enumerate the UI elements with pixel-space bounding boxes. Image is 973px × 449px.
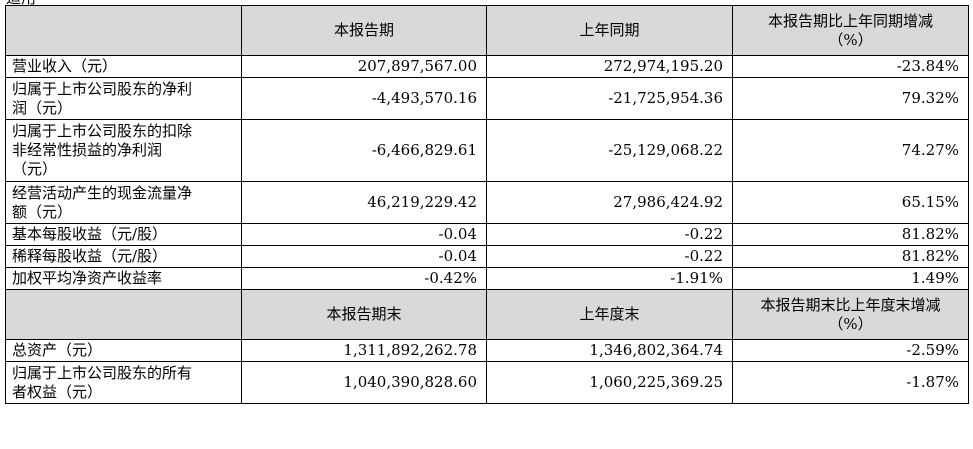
header-prior-year-end: 上年度末 [486, 289, 733, 340]
current-value-cell: -4,493,570.16 [241, 77, 487, 120]
current-value-cell: 46,219,229.42 [241, 181, 487, 224]
financial-data-table: 本报告期 上年同期 本报告期比上年同期增减 （%） 营业收入（元） 207,897… [5, 5, 969, 404]
row-label-line: （元） [12, 160, 58, 178]
row-label-line: 非经常性损益的净利润 [12, 141, 163, 159]
header-blank-cell [5, 289, 242, 340]
table-header-row: 本报告期 上年同期 本报告期比上年同期增减 （%） [5, 5, 969, 56]
prior-value-cell: -0.22 [486, 223, 733, 246]
change-value-cell: -2.59% [732, 339, 969, 362]
table-row: 加权平均净资产收益率 -0.42% -1.91% 1.49% [5, 267, 969, 290]
table-row: 总资产（元） 1,311,892,262.78 1,346,802,364.74 -2… [5, 339, 969, 362]
header-change: 本报告期比上年同期增减 （%） [732, 5, 969, 56]
table-row: 归属于上市公司股东的扣除 非经常性损益的净利润 （元） -6,466,829.61 -2… [5, 119, 969, 182]
header-change-line1: 本报告期比上年同期增减 [767, 11, 933, 30]
header-current-period: 本报告期 [241, 5, 487, 56]
current-value-cell: 1,040,390,828.60 [241, 361, 487, 404]
table-row: 经营活动产生的现金流量净 额（元） 46,219,229.42 27,986,424.… [5, 181, 969, 224]
row-label-line: 营业收入（元） [12, 57, 118, 75]
header-blank-cell [5, 5, 242, 56]
row-label: 加权平均净资产收益率 [5, 267, 242, 290]
row-label-line: 归属于上市公司股东的净利 [12, 79, 193, 98]
header-change: 本报告期末比上年度末增减 （%） [732, 289, 969, 340]
prior-value-cell: -21,725,954.36 [486, 77, 733, 120]
change-value-cell: 65.15% [732, 181, 969, 224]
current-value-cell: 1,311,892,262.78 [241, 339, 487, 362]
row-label-line: 总资产（元） [12, 341, 103, 359]
header-period-end: 本报告期末 [241, 289, 487, 340]
row-label: 归属于上市公司股东的扣除 非经常性损益的净利润 （元） [5, 119, 242, 182]
table-row: 稀释每股收益（元/股） -0.04 -0.22 81.82% [5, 245, 969, 268]
change-value-cell: 81.82% [732, 245, 969, 268]
change-value-cell: 1.49% [732, 267, 969, 290]
change-value-cell: -23.84% [732, 55, 969, 78]
header-change-line2: （%） [828, 314, 873, 333]
row-label: 基本每股收益（元/股） [5, 223, 242, 246]
change-value-cell: -1.87% [732, 361, 969, 404]
row-label: 归属于上市公司股东的所有 者权益（元） [5, 361, 242, 404]
prior-value-cell: -25,129,068.22 [486, 119, 733, 182]
row-label: 归属于上市公司股东的净利 润（元） [5, 77, 242, 120]
change-value-cell: 79.32% [732, 77, 969, 120]
change-value-cell: 81.82% [732, 223, 969, 246]
row-label-line: 额（元） [12, 202, 73, 221]
current-value-cell: -0.04 [241, 245, 487, 268]
prior-value-cell: -1.91% [486, 267, 733, 290]
header-change-line1: 本报告期末比上年度末增减 [760, 295, 941, 314]
row-label-line: 润（元） [12, 98, 73, 117]
table-row: 归属于上市公司股东的净利 润（元） -4,493,570.16 -21,725,954… [5, 77, 969, 120]
header-prior-period: 上年同期 [486, 5, 733, 56]
row-label-line: 归属于上市公司股东的扣除 [12, 122, 193, 140]
row-label-line: 稀释每股收益（元/股） [12, 247, 168, 265]
current-value-cell: 207,897,567.00 [241, 55, 487, 78]
change-value-cell: 74.27% [732, 119, 969, 182]
prior-value-cell: 1,346,802,364.74 [486, 339, 733, 362]
prior-value-cell: -0.22 [486, 245, 733, 268]
prior-value-cell: 27,986,424.92 [486, 181, 733, 224]
header-change-line2: （%） [828, 30, 873, 49]
row-label-line: 者权益（元） [12, 382, 103, 401]
table-row: 基本每股收益（元/股） -0.04 -0.22 81.82% [5, 223, 969, 246]
current-value-cell: -0.42% [241, 267, 487, 290]
row-label-line: 加权平均净资产收益率 [12, 269, 163, 287]
section-heading-fragment: 适用 [6, 0, 36, 6]
row-label-line: 基本每股收益（元/股） [12, 225, 168, 243]
row-label: 营业收入（元） [5, 55, 242, 78]
table-row: 营业收入（元） 207,897,567.00 272,974,195.20 -23.8… [5, 55, 969, 78]
prior-value-cell: 1,060,225,369.25 [486, 361, 733, 404]
table-header-row: 本报告期末 上年度末 本报告期末比上年度末增减 （%） [5, 289, 969, 340]
row-label: 经营活动产生的现金流量净 额（元） [5, 181, 242, 224]
prior-value-cell: 272,974,195.20 [486, 55, 733, 78]
current-value-cell: -0.04 [241, 223, 487, 246]
row-label: 总资产（元） [5, 339, 242, 362]
current-value-cell: -6,466,829.61 [241, 119, 487, 182]
row-label-line: 经营活动产生的现金流量净 [12, 183, 193, 202]
row-label: 稀释每股收益（元/股） [5, 245, 242, 268]
table-row: 归属于上市公司股东的所有 者权益（元） 1,040,390,828.60 1,060,… [5, 361, 969, 404]
row-label-line: 归属于上市公司股东的所有 [12, 363, 193, 382]
